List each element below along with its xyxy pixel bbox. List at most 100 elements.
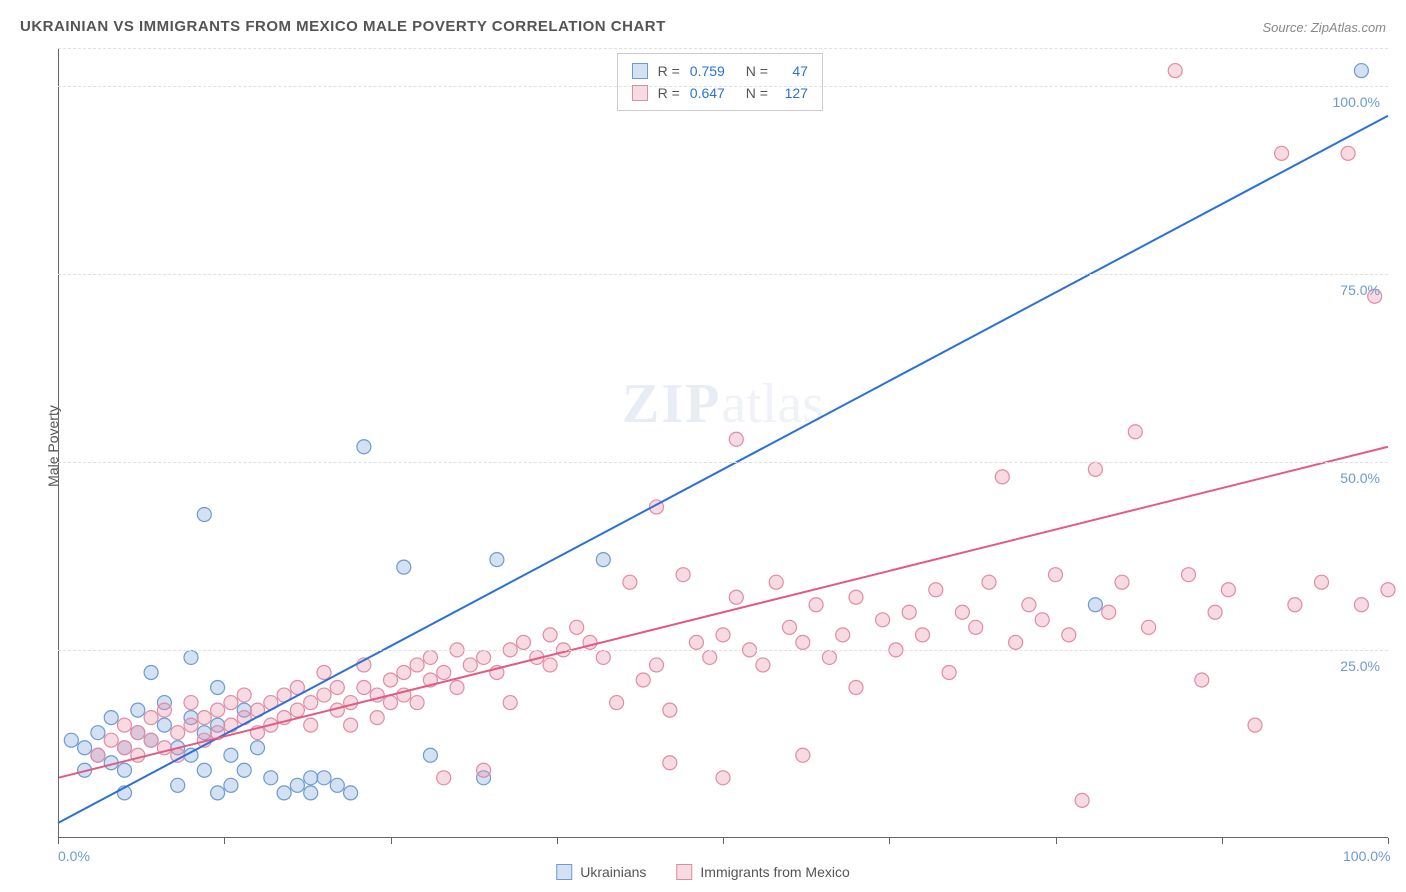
data-point [596,553,610,567]
data-point [503,696,517,710]
data-point [623,575,637,589]
data-point [211,703,225,717]
data-point [118,763,132,777]
x-tick [1388,838,1389,844]
data-point [942,665,956,679]
data-point [876,613,890,627]
x-tick [723,838,724,844]
data-point [1354,598,1368,612]
data-point [729,590,743,604]
data-point [610,696,624,710]
data-point [1248,718,1262,732]
data-point [91,726,105,740]
data-point [184,696,198,710]
y-tick-label: 100.0% [1333,94,1380,110]
x-tick [889,838,890,844]
data-point [237,688,251,702]
legend-n-value: 47 [778,63,808,79]
chart-title: UKRAINIAN VS IMMIGRANTS FROM MEXICO MALE… [20,18,666,35]
legend-swatch [676,864,692,880]
data-point [437,771,451,785]
data-point [357,440,371,454]
data-point [410,696,424,710]
data-point [729,432,743,446]
data-point [211,786,225,800]
data-point [596,650,610,664]
scatter-plot [58,48,1388,838]
data-point [1102,605,1116,619]
data-point [91,748,105,762]
data-point [104,733,118,747]
data-point [450,681,464,695]
legend-swatch [556,864,572,880]
data-point [1288,598,1302,612]
data-point [716,771,730,785]
legend-swatch [632,63,648,79]
trend-line [58,116,1388,823]
data-point [144,733,158,747]
gridline [58,650,1388,651]
x-tick [557,838,558,844]
gridline [58,462,1388,463]
legend-r-value: 0.647 [690,85,736,101]
data-point [836,628,850,642]
data-point [756,658,770,672]
data-point [969,620,983,634]
data-point [1142,620,1156,634]
legend-r-label: R = [658,85,680,101]
data-point [197,763,211,777]
data-point [304,718,318,732]
data-point [663,703,677,717]
data-point [1049,568,1063,582]
data-point [929,583,943,597]
data-point [1088,598,1102,612]
legend-n-label: N = [746,85,768,101]
data-point [543,658,557,672]
data-point [304,696,318,710]
legend-r-value: 0.759 [690,63,736,79]
data-point [783,620,797,634]
data-point [197,507,211,521]
gridline [58,274,1388,275]
data-point [344,786,358,800]
data-point [650,658,664,672]
series-legend-item: Immigrants from Mexico [676,864,849,880]
gridline [58,48,1388,49]
data-point [1115,575,1129,589]
data-point [1088,462,1102,476]
data-point [982,575,996,589]
data-point [277,786,291,800]
legend-n-value: 127 [778,85,808,101]
data-point [1275,146,1289,160]
data-point [118,718,132,732]
data-point [995,470,1009,484]
series-legend: Ukrainians Immigrants from Mexico [556,864,850,880]
data-point [796,748,810,762]
data-point [1221,583,1235,597]
data-point [357,681,371,695]
source-label: Source: ZipAtlas.com [1262,20,1386,35]
data-point [397,665,411,679]
series-name: Ukrainians [580,864,646,880]
data-point [224,748,238,762]
y-tick-label: 75.0% [1340,282,1380,298]
data-point [384,673,398,687]
data-point [1195,673,1209,687]
data-point [1341,146,1355,160]
chart-area: ZIPatlas R = 0.759 N = 47 R = 0.647 N = … [58,48,1388,838]
x-tick-label: 0.0% [58,848,90,864]
data-point [290,778,304,792]
x-tick [224,838,225,844]
data-point [849,590,863,604]
data-point [916,628,930,642]
data-point [490,553,504,567]
data-point [144,665,158,679]
series-legend-item: Ukrainians [556,864,646,880]
data-point [131,703,145,717]
data-point [1062,628,1076,642]
data-point [317,688,331,702]
data-point [330,778,344,792]
data-point [689,635,703,649]
legend-n-label: N = [746,63,768,79]
x-tick [1056,838,1057,844]
